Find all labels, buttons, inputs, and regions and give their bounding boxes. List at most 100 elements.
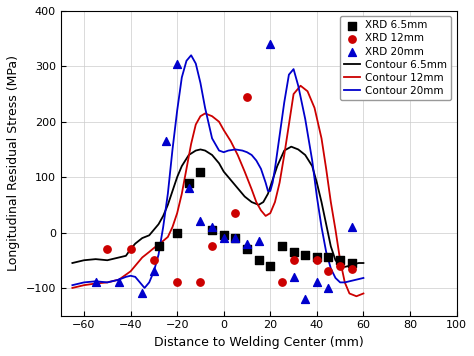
Contour 12mm (165, 235, 171, 239)
Contour 6.5mm (333, 258, 338, 262)
Contour 12mm (221, 128, 227, 132)
Contour 12mm (272, 200, 278, 204)
Contour 20mm (151, 269, 157, 273)
Contour 12mm (328, 200, 334, 204)
Contour 6.5mm (155, 222, 161, 226)
Contour 12mm (179, 192, 185, 196)
Contour 6.5mm (209, 153, 215, 157)
Contour 12mm (254, 200, 259, 204)
XRD 6.5mm (348, 260, 356, 266)
Contour 12mm (346, 291, 352, 295)
XRD 12mm (278, 279, 286, 285)
Contour 6.5mm (202, 148, 208, 153)
Contour 6.5mm (128, 247, 133, 251)
XRD 12mm (313, 257, 320, 263)
XRD 20mm (185, 185, 192, 191)
XRD 6.5mm (220, 232, 228, 238)
XRD 20mm (115, 279, 123, 285)
Contour 6.5mm (170, 189, 175, 193)
XRD 20mm (173, 61, 181, 67)
XRD 6.5mm (325, 255, 332, 260)
Contour 6.5mm (314, 180, 319, 185)
XRD 12mm (325, 268, 332, 274)
Contour 6.5mm (193, 148, 199, 153)
Contour 12mm (216, 120, 222, 124)
Contour 12mm (198, 114, 203, 118)
Contour 6.5mm (274, 164, 280, 168)
Contour 12mm (139, 255, 145, 260)
XRD 12mm (243, 94, 251, 100)
XRD 6.5mm (243, 246, 251, 252)
XRD 20mm (92, 279, 100, 285)
Contour 6.5mm (216, 161, 222, 166)
Contour 12mm (170, 225, 175, 229)
XRD 6.5mm (278, 244, 286, 249)
XRD 6.5mm (197, 169, 204, 174)
XRD 20mm (150, 268, 158, 274)
Contour 6.5mm (70, 261, 75, 265)
Contour 20mm (188, 53, 194, 57)
XRD 20mm (232, 235, 239, 241)
Contour 12mm (312, 106, 318, 110)
Contour 12mm (298, 84, 303, 88)
Contour 12mm (286, 122, 292, 127)
Contour 12mm (160, 239, 166, 243)
Contour 12mm (81, 283, 87, 287)
Contour 6.5mm (256, 203, 262, 207)
Contour 6.5mm (351, 262, 357, 266)
Contour 12mm (202, 111, 208, 116)
Contour 12mm (188, 142, 194, 146)
XRD 6.5mm (173, 230, 181, 235)
XRD 12mm (103, 246, 111, 252)
XRD 20mm (138, 290, 146, 296)
Contour 6.5mm (260, 200, 266, 204)
Contour 6.5mm (235, 186, 240, 190)
XRD 12mm (348, 266, 356, 271)
Contour 6.5mm (139, 236, 145, 240)
XRD 20mm (162, 138, 169, 144)
XRD 6.5mm (208, 227, 216, 232)
Contour 12mm (174, 211, 180, 215)
Contour 12mm (128, 269, 133, 273)
XRD 6.5mm (155, 244, 162, 249)
Contour 12mm (319, 136, 324, 141)
XRD 20mm (313, 279, 320, 285)
Contour 6.5mm (146, 233, 152, 237)
X-axis label: Distance to Welding Center (mm): Distance to Welding Center (mm) (154, 336, 364, 349)
Contour 6.5mm (265, 192, 271, 196)
Contour 6.5mm (288, 145, 294, 149)
Contour 12mm (258, 208, 264, 213)
Contour 6.5mm (270, 178, 275, 182)
XRD 6.5mm (290, 249, 297, 255)
Contour 6.5mm (123, 254, 129, 258)
Contour 6.5mm (179, 164, 185, 168)
Contour 6.5mm (186, 153, 191, 157)
Contour 12mm (155, 242, 161, 247)
Contour 6.5mm (198, 147, 203, 152)
Contour 6.5mm (242, 194, 247, 199)
Contour 20mm (142, 286, 147, 290)
Contour 20mm (165, 192, 171, 196)
Contour 6.5mm (346, 264, 352, 268)
Contour 12mm (267, 211, 273, 215)
Y-axis label: Longitudinal Residual Stress (MPa): Longitudinal Residual Stress (MPa) (7, 55, 20, 271)
XRD 12mm (337, 263, 344, 269)
XRD 12mm (127, 246, 134, 252)
Contour 12mm (337, 258, 343, 262)
XRD 20mm (243, 241, 251, 246)
XRD 6.5mm (255, 257, 263, 263)
Contour 12mm (209, 114, 215, 118)
XRD 12mm (232, 210, 239, 216)
Contour 12mm (342, 280, 347, 284)
XRD 12mm (197, 279, 204, 285)
Contour 12mm (183, 167, 189, 171)
Contour 12mm (291, 92, 296, 96)
Contour 6.5mm (310, 164, 315, 168)
Contour 6.5mm (342, 265, 347, 269)
Contour 6.5mm (104, 258, 110, 262)
Contour 12mm (228, 139, 234, 143)
Contour 12mm (249, 187, 255, 192)
Line: Contour 12mm: Contour 12mm (73, 86, 364, 296)
Contour 6.5mm (132, 241, 138, 246)
Contour 6.5mm (337, 264, 343, 268)
